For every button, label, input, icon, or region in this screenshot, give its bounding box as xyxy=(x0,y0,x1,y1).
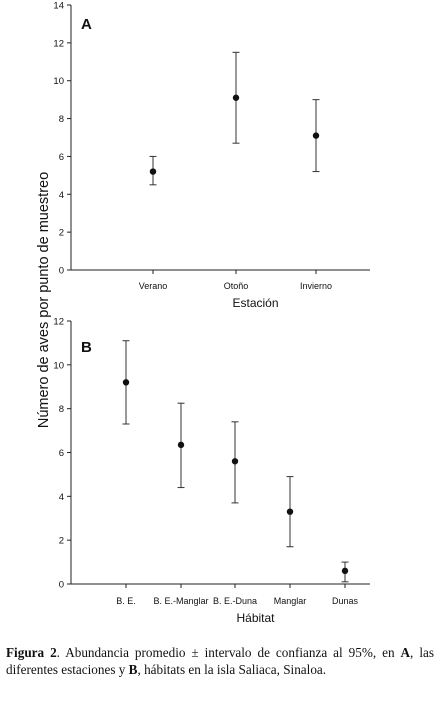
panel-b-x-tick-label: B. E.-Duna xyxy=(213,596,257,606)
y-axis-title: Número de aves por punto de muestreo xyxy=(36,172,52,428)
panel-b-x-tick-label: Manglar xyxy=(274,596,307,606)
panel-a-data-point xyxy=(149,168,157,175)
caption-panel-b: B xyxy=(128,662,138,677)
caption-text-3: , hábitats en la isla Saliaca, Sinaloa. xyxy=(137,662,327,677)
panel-a-y-tick-label: 6 xyxy=(59,152,64,163)
panel-a-x-tick-label: Otoño xyxy=(224,281,249,291)
panel-a-y-tick-label: 0 xyxy=(59,266,64,277)
panel-a-data-point xyxy=(232,94,240,101)
caption-panel-a: A xyxy=(400,645,411,660)
panel-a-y-tick-label: 8 xyxy=(59,114,64,125)
panel-b-data-point xyxy=(341,567,349,575)
panel-b-y-tick-label: 2 xyxy=(59,536,64,547)
caption-text-1: . Abundancia promedio ± intervalo de con… xyxy=(56,645,401,660)
panel-b-y-tick-label: 8 xyxy=(59,404,64,415)
panel-b-x-axis-title: Hábitat xyxy=(236,611,275,625)
panel-b-y-tick-label: 10 xyxy=(53,360,64,371)
panel-a-y-tick-label: 2 xyxy=(59,228,64,239)
caption-label: Figura 2 xyxy=(6,645,57,660)
panel-b-y-tick-label: 12 xyxy=(53,317,64,328)
panel-a-data-point xyxy=(312,132,320,139)
caption-text-2: , las diferentes estaciones y xyxy=(6,645,434,677)
panel-a-x-tick-label: Verano xyxy=(139,281,168,291)
figure-canvas: 0 2 4 6 8 10 12 14 Verano Otoño Invierno Estación A 0… xyxy=(36,1,370,625)
panel-b-data-point xyxy=(286,508,294,515)
panel-a-y-tick-label: 10 xyxy=(53,76,64,87)
panel-b-x-tick-label: B. E. xyxy=(116,596,136,606)
panel-b-y-tick-label: 4 xyxy=(59,492,64,503)
panel-b-y-tick-label: 6 xyxy=(59,448,64,459)
panel-b-data-point xyxy=(177,441,185,449)
panel-b-x-tick-label: Dunas xyxy=(332,596,359,606)
panel-a-x-axis-title: Estación xyxy=(232,296,278,310)
panel-a-y-tick-label: 12 xyxy=(53,38,64,49)
panel-b-data-point xyxy=(122,379,130,386)
panel-b-y-tick-label: 0 xyxy=(59,580,64,591)
figure-caption: Figura 2. Abundancia promedio ± interval… xyxy=(6,644,434,678)
panel-a-x-tick-label: Invierno xyxy=(300,281,332,291)
panel-b-x-tick-label: B. E.-Manglar xyxy=(153,596,208,606)
panel-b-label: B xyxy=(81,339,92,356)
panel-a-y-tick-label: 14 xyxy=(53,1,64,12)
panel-a-y-tick-label: 4 xyxy=(59,190,64,201)
panel-b-data-point xyxy=(231,458,239,465)
panel-a-label: A xyxy=(81,16,92,33)
